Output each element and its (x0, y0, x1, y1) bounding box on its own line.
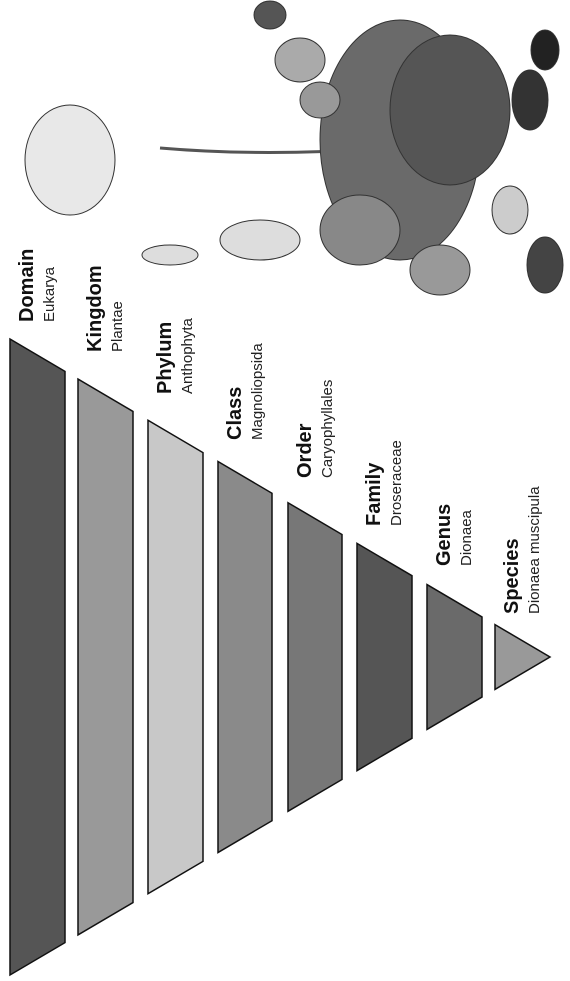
taxon-name: Droseraceae (388, 440, 405, 526)
plant-illustration (25, 1, 563, 295)
rank-label: Class (224, 387, 246, 440)
pyramid-level (288, 503, 342, 812)
taxon-name: Eukarya (41, 266, 58, 322)
taxon-name: Caryophyllales (319, 380, 336, 478)
rank-label: Species (501, 538, 523, 614)
taxon-name: Anthophyta (179, 317, 196, 394)
taxon-name: Magnoliopsida (249, 343, 266, 440)
rank-label: Genus (433, 504, 455, 566)
taxon-name: Dionaea (458, 509, 475, 566)
rank-label: Phylum (154, 322, 176, 394)
pyramid-level (10, 339, 65, 975)
pyramid-level (148, 420, 203, 893)
rank-label: Kingdom (84, 265, 106, 352)
pyramid (10, 339, 550, 975)
taxon-name: Dionaea muscipula (526, 486, 543, 614)
taxon-name: Plantae (109, 301, 126, 352)
pyramid-level (495, 625, 550, 690)
taxonomy-diagram: DomainEukarya KingdomPlantae PhylumAnthoph… (0, 0, 570, 981)
pyramid-level (357, 543, 412, 770)
rank-label: Domain (16, 249, 38, 322)
rank-label: Family (363, 462, 385, 526)
rank-label: Order (294, 423, 316, 478)
pyramid-level (427, 585, 482, 730)
pyramid-level (218, 461, 272, 852)
pyramid-level (78, 379, 133, 935)
